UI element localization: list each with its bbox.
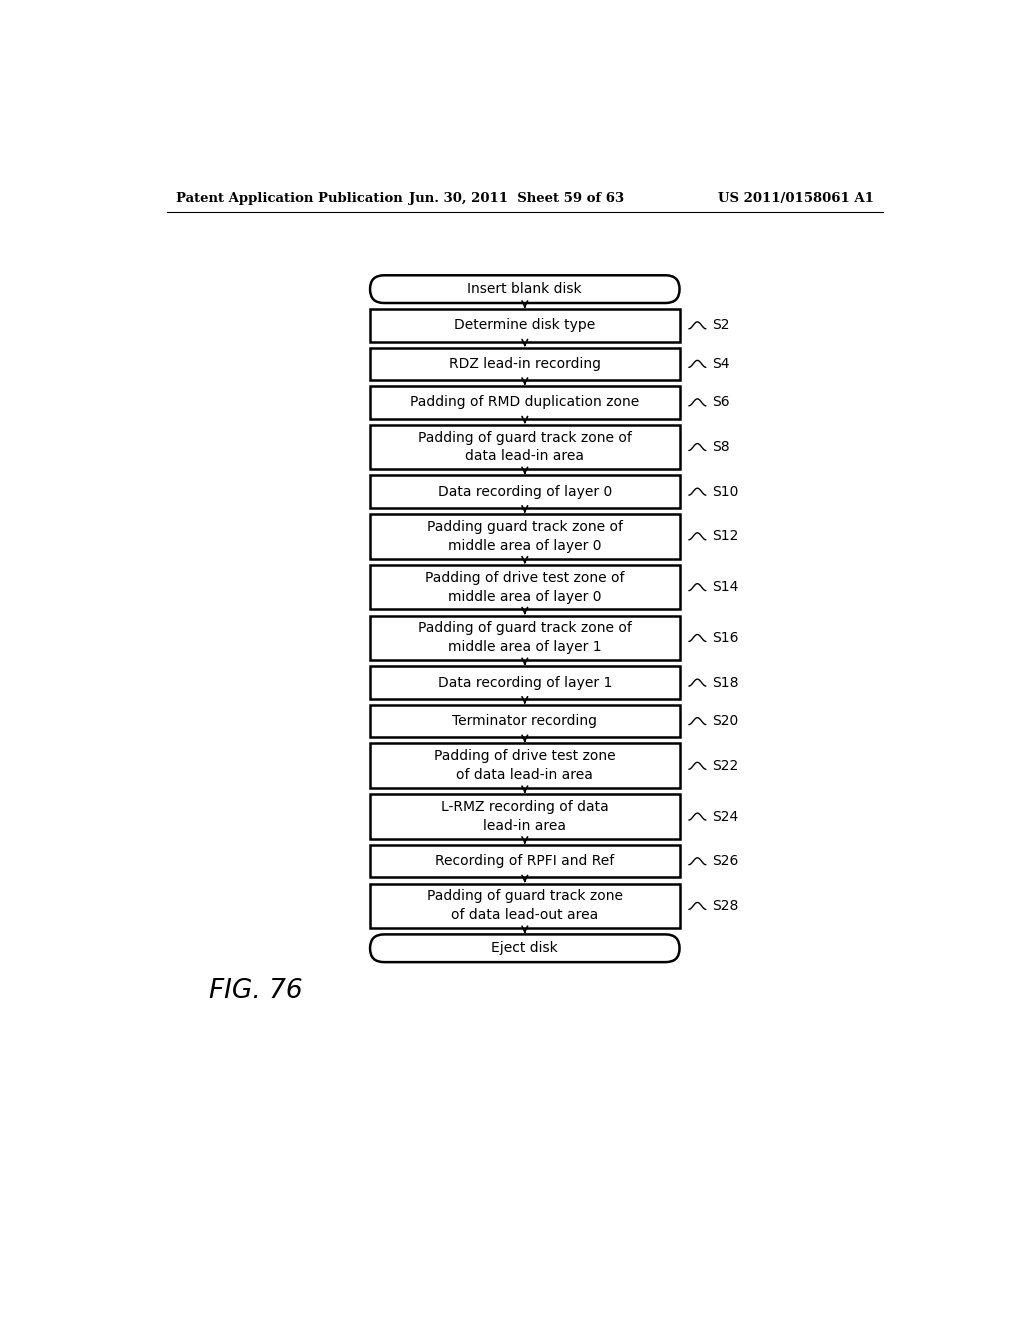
Bar	[370, 513, 680, 558]
Text: Insert blank disk: Insert blank disk	[468, 282, 582, 296]
Bar	[370, 795, 680, 840]
Text: Padding of drive test zone of
middle area of layer 0: Padding of drive test zone of middle are…	[425, 570, 625, 603]
Text: US 2011/0158061 A1: US 2011/0158061 A1	[718, 191, 873, 205]
Text: Determine disk type: Determine disk type	[455, 318, 595, 333]
Text: S10: S10	[712, 484, 738, 499]
Text: S4: S4	[712, 356, 730, 371]
Bar	[370, 387, 680, 418]
Text: S26: S26	[712, 854, 738, 869]
Text: FIG. 76: FIG. 76	[209, 978, 303, 1005]
Text: Padding of guard track zone of
data lead-in area: Padding of guard track zone of data lead…	[418, 430, 632, 463]
Text: S18: S18	[712, 676, 738, 689]
Text: Data recording of layer 0: Data recording of layer 0	[437, 484, 612, 499]
Text: Data recording of layer 1: Data recording of layer 1	[437, 676, 612, 689]
Text: S2: S2	[712, 318, 730, 333]
Bar	[370, 743, 680, 788]
Text: Padding of guard track zone
of data lead-out area: Padding of guard track zone of data lead…	[427, 890, 623, 923]
Text: Padding of guard track zone of
middle area of layer 1: Padding of guard track zone of middle ar…	[418, 622, 632, 655]
Text: Recording of RPFI and Ref: Recording of RPFI and Ref	[435, 854, 614, 869]
FancyBboxPatch shape	[370, 276, 680, 304]
Text: RDZ lead-in recording: RDZ lead-in recording	[449, 356, 601, 371]
FancyBboxPatch shape	[370, 935, 680, 962]
Bar	[370, 347, 680, 380]
Text: S28: S28	[712, 899, 738, 913]
Text: S24: S24	[712, 809, 738, 824]
Bar	[370, 309, 680, 342]
Text: S20: S20	[712, 714, 738, 729]
Text: Padding guard track zone of
middle area of layer 0: Padding guard track zone of middle area …	[427, 520, 623, 553]
Text: Patent Application Publication: Patent Application Publication	[176, 191, 402, 205]
Bar	[370, 425, 680, 470]
Text: Padding of drive test zone
of data lead-in area: Padding of drive test zone of data lead-…	[434, 750, 615, 783]
Bar	[370, 705, 680, 738]
Text: L-RMZ recording of data
lead-in area: L-RMZ recording of data lead-in area	[441, 800, 608, 833]
Text: S6: S6	[712, 395, 730, 409]
Bar	[370, 475, 680, 508]
Text: S12: S12	[712, 529, 738, 544]
Text: S22: S22	[712, 759, 738, 772]
Text: Terminator recording: Terminator recording	[453, 714, 597, 729]
Bar	[370, 883, 680, 928]
Bar	[370, 845, 680, 878]
Text: Padding of RMD duplication zone: Padding of RMD duplication zone	[411, 395, 639, 409]
Bar	[370, 565, 680, 610]
Text: S16: S16	[712, 631, 738, 645]
Text: S8: S8	[712, 440, 730, 454]
Text: Jun. 30, 2011  Sheet 59 of 63: Jun. 30, 2011 Sheet 59 of 63	[410, 191, 625, 205]
Text: S14: S14	[712, 579, 738, 594]
Text: Eject disk: Eject disk	[492, 941, 558, 956]
Bar	[370, 615, 680, 660]
Bar	[370, 667, 680, 698]
